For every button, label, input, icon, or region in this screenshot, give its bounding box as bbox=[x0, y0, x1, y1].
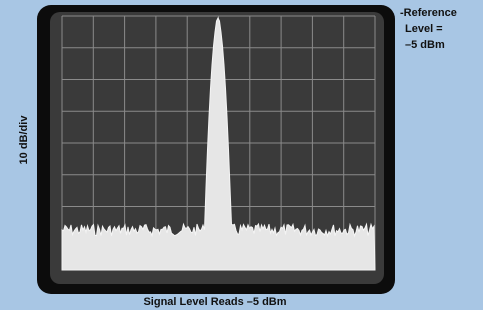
body: -Reference Level = –5 dBm 10 dB/div Sign… bbox=[0, 0, 483, 310]
reference-label-line: -Reference bbox=[400, 7, 457, 19]
reference-label-line: –5 dBm bbox=[405, 39, 445, 51]
caption: Signal Level Reads –5 dBm bbox=[143, 296, 286, 308]
figure: -Reference Level = –5 dBm 10 dB/div Sign… bbox=[0, 0, 483, 310]
reference-label-line: Level = bbox=[405, 23, 443, 35]
y-axis-label: 10 dB/div bbox=[18, 115, 30, 165]
page: {"reference_label": {"lines": ["-Referen… bbox=[0, 0, 483, 310]
